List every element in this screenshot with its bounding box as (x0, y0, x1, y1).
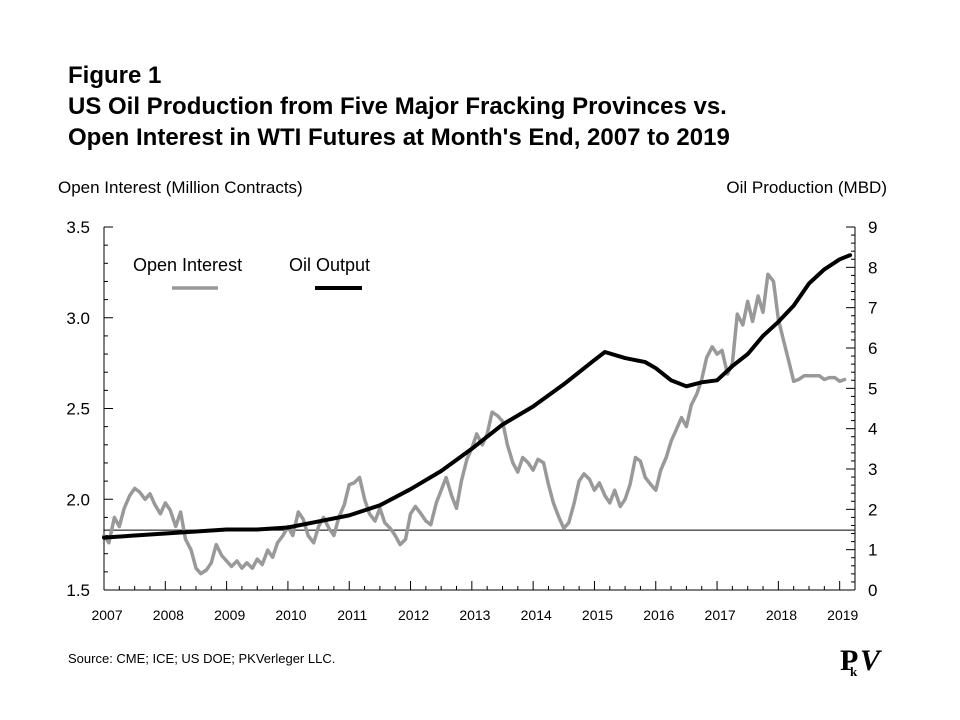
x-tick-label: 2013 (459, 607, 490, 623)
series-layer (102, 253, 853, 576)
right-tick-label: 5 (868, 379, 877, 398)
legend-label: Open Interest (133, 255, 242, 275)
right-tick-label: 2 (868, 500, 877, 519)
x-tick-label: 2014 (521, 607, 552, 623)
left-axis-title: Open Interest (Million Contracts) (58, 178, 303, 197)
left-tick-label: 2.0 (66, 490, 90, 509)
pkv-logo-icon: P k V (840, 644, 883, 679)
legend-label: Oil Output (289, 255, 370, 275)
x-tick-label: 2017 (705, 607, 736, 623)
open-interest-line (102, 272, 847, 576)
left-tick-label: 2.5 (66, 400, 90, 419)
logo-letter-p: P (840, 644, 858, 677)
x-tick-label: 2011 (337, 607, 367, 623)
left-tick-label: 3.5 (66, 218, 90, 237)
right-tick-label: 8 (868, 258, 877, 277)
source-note: Source: CME; ICE; US DOE; PKVerleger LLC… (68, 651, 336, 666)
logo-letter-v: V (860, 644, 883, 677)
x-tick-label: 2018 (766, 607, 797, 623)
right-tick-label: 4 (868, 420, 877, 439)
right-tick-label: 7 (868, 299, 877, 318)
axes-layer: 1.5 2.0 2.5 3.0 3.5 0 1 2 3 4 5 6 7 8 9 2007 2008 2009 201… (66, 218, 877, 623)
figure-label: Figure 1 (68, 62, 162, 89)
right-tick-label: 9 (868, 218, 877, 237)
x-tick-label: 2015 (582, 607, 613, 623)
chart-title-line-1: US Oil Production from Five Major Fracki… (68, 93, 727, 120)
right-tick-label: 1 (868, 541, 877, 560)
oil-output-line (102, 253, 853, 540)
chart-title-line-2: Open Interest in WTI Futures at Month's … (68, 124, 730, 151)
left-tick-label: 1.5 (66, 581, 90, 600)
x-tick-label: 2019 (827, 607, 858, 623)
right-axis-title: Oil Production (MBD) (726, 178, 887, 197)
x-tick-label: 2012 (398, 607, 429, 623)
x-tick-label: 2009 (214, 607, 245, 623)
legend: Open Interest Oil Output (133, 255, 370, 290)
right-tick-label: 6 (868, 339, 877, 358)
right-tick-label: 0 (868, 581, 877, 600)
left-tick-label: 3.0 (66, 309, 90, 328)
logo-letter-k: k (850, 664, 858, 679)
x-tick-label: 2016 (643, 607, 674, 623)
x-tick-label: 2008 (153, 607, 184, 623)
right-tick-label: 3 (868, 460, 877, 479)
x-tick-label: 2007 (91, 607, 122, 623)
x-tick-label: 2010 (275, 607, 306, 623)
